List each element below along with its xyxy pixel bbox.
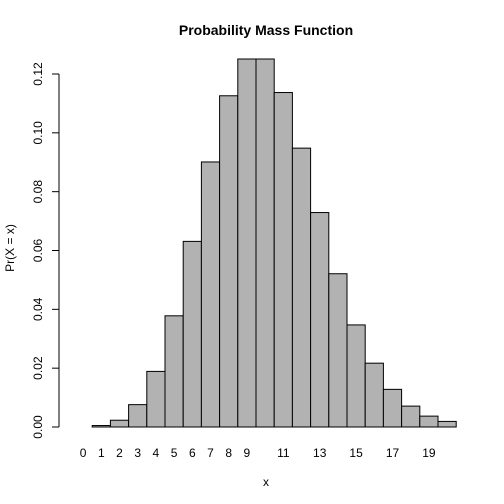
chart-title: Probability Mass Function: [179, 22, 353, 38]
bar-10: [255, 58, 275, 428]
y-tick-label: 0.12: [31, 62, 45, 86]
bar-6: [182, 240, 202, 428]
x-tick-label: 2: [116, 446, 123, 460]
bar-4: [146, 370, 166, 428]
bar-13: [310, 212, 330, 428]
bar-14: [328, 273, 348, 428]
x-tick-label: 3: [134, 446, 141, 460]
y-tick-label: 0.08: [31, 180, 45, 204]
bar-1: [91, 425, 111, 428]
bar-9: [237, 58, 257, 428]
y-tick-label: 0.04: [31, 297, 45, 321]
bar-5: [164, 315, 184, 428]
bar-3: [128, 404, 148, 428]
y-tick-label: 0.06: [31, 238, 45, 262]
bar-16: [364, 362, 384, 428]
y-axis-label: Pr(X = x): [3, 224, 17, 272]
x-tick-label: 5: [171, 446, 178, 460]
x-tick-label: 13: [313, 446, 327, 460]
y-tick-label: 0.00: [31, 415, 45, 439]
x-tick-label: 8: [225, 446, 232, 460]
bar-8: [219, 95, 239, 428]
bar-18: [401, 405, 421, 428]
x-tick-label: 19: [422, 446, 436, 460]
bars-group: [91, 58, 457, 428]
bar-12: [291, 147, 312, 428]
x-tick-label: 6: [189, 446, 196, 460]
y-axis: 0.00 0.02 0.04 0.06 0.08 0.10 0.12: [31, 62, 60, 439]
y-tick-label: 0.02: [31, 356, 45, 380]
x-tick-label: 15: [349, 446, 363, 460]
x-tick-label: 9: [244, 446, 251, 460]
x-axis: 0 1 2 3 4 5 6 7 8 9 11 13 15 17 19: [80, 446, 436, 460]
x-tick-label: 7: [207, 446, 214, 460]
x-tick-label: 4: [153, 446, 160, 460]
y-tick-label: 0.10: [31, 121, 45, 145]
bar-7: [200, 161, 221, 428]
bar-11: [273, 92, 293, 428]
bar-19: [419, 415, 439, 428]
bar-20: [437, 420, 457, 428]
x-tick-label: 11: [277, 446, 290, 460]
bar-2: [109, 419, 130, 428]
bar-15: [346, 324, 366, 428]
x-tick-label: 1: [98, 446, 105, 460]
x-axis-label: x: [263, 475, 269, 489]
bar-17: [382, 388, 403, 428]
x-tick-label: 0: [80, 446, 87, 460]
x-tick-label: 17: [386, 446, 400, 460]
